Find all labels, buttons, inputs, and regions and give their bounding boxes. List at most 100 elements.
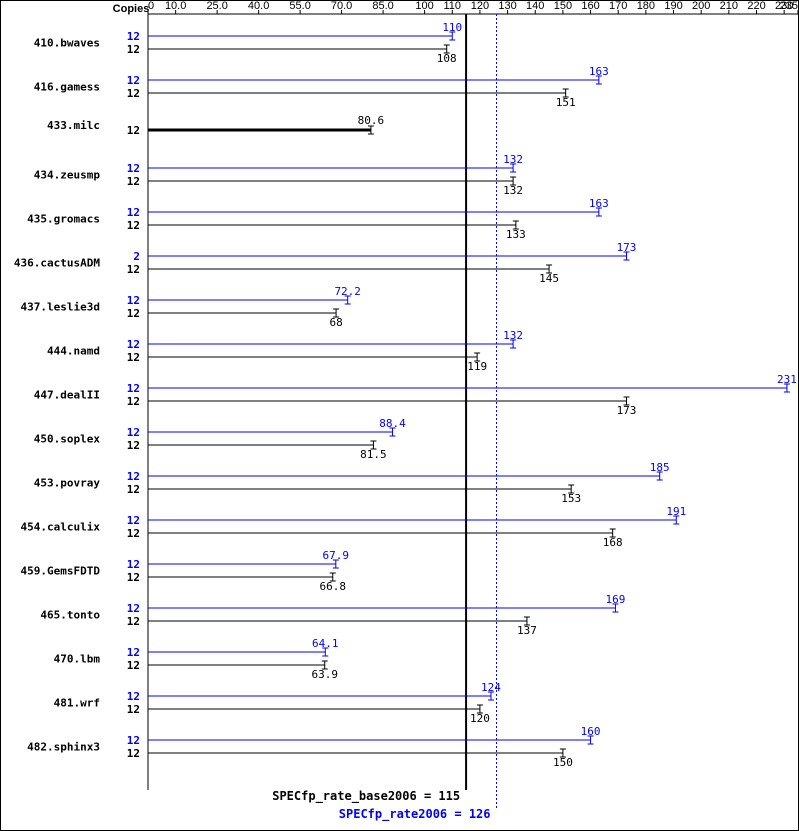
- benchmark-name: 482.sphinx3: [27, 741, 100, 754]
- value-base: 133: [506, 228, 526, 241]
- value-peak: 124: [481, 681, 501, 694]
- benchmark-name: 454.calculix: [21, 521, 101, 534]
- copies-base: 12: [127, 219, 140, 232]
- value-peak: 163: [589, 65, 609, 78]
- axis-tick-label: 210: [720, 0, 738, 12]
- value-peak: 110: [442, 21, 462, 34]
- benchmark-name: 434.zeusmp: [34, 169, 101, 182]
- copies-base: 12: [127, 175, 140, 188]
- copies-base: 12: [127, 87, 140, 100]
- copies-base: 12: [127, 395, 140, 408]
- value-peak: 185: [650, 461, 670, 474]
- copies-peak: 12: [127, 74, 140, 87]
- copies-base: 12: [127, 263, 140, 276]
- specfp-rate-chart: 010.025.040.055.070.085.0100110120130140…: [0, 0, 799, 831]
- copies-peak: 12: [127, 382, 140, 395]
- value-base: 120: [470, 712, 490, 725]
- copies-base: 12: [127, 439, 140, 452]
- copies-peak: 12: [127, 206, 140, 219]
- chart-bg: [0, 0, 799, 831]
- value-base: 168: [603, 536, 623, 549]
- value-base: 145: [539, 272, 559, 285]
- benchmark-name: 435.gromacs: [27, 213, 100, 226]
- value-base: 63.9: [311, 668, 338, 681]
- axis-tick-label: 200: [692, 0, 710, 12]
- value-peak: 64.1: [312, 637, 339, 650]
- copies-peak: 12: [127, 734, 140, 747]
- copies-peak: 12: [127, 602, 140, 615]
- copies-base: 12: [127, 43, 140, 56]
- copies-base: 12: [127, 703, 140, 716]
- value-base: 108: [437, 52, 457, 65]
- value-base: 153: [561, 492, 581, 505]
- copies-peak: 2: [133, 250, 140, 263]
- value-peak: 191: [666, 505, 686, 518]
- copies-base: 12: [127, 307, 140, 320]
- benchmark-name: 410.bwaves: [34, 37, 100, 50]
- axis-tick-label: 85.0: [372, 0, 393, 12]
- benchmark-name: 459.GemsFDTD: [21, 565, 101, 578]
- copies-base: 12: [127, 571, 140, 584]
- copies-peak: 12: [127, 558, 140, 571]
- axis-tick-label: 235: [780, 0, 798, 12]
- value-peak: 160: [581, 725, 601, 738]
- copies-base: 12: [127, 124, 140, 137]
- value-base: 119: [467, 360, 487, 373]
- value-peak: 132: [503, 329, 523, 342]
- axis-tick-label: 130: [498, 0, 516, 12]
- benchmark-name: 437.leslie3d: [21, 301, 100, 314]
- axis-tick-label: 70.0: [331, 0, 352, 12]
- copies-peak: 12: [127, 338, 140, 351]
- axis-tick-label: 170: [609, 0, 627, 12]
- value-base: 66.8: [320, 580, 347, 593]
- axis-tick-label: 190: [664, 0, 682, 12]
- copies-base: 12: [127, 527, 140, 540]
- axis-tick-label: 110: [443, 0, 461, 12]
- value-base: 132: [503, 184, 523, 197]
- copies-peak: 12: [127, 470, 140, 483]
- axis-tick-label: 150: [554, 0, 572, 12]
- axis-tick-label: 160: [581, 0, 599, 12]
- value-peak: 163: [589, 197, 609, 210]
- value-peak: 72.2: [334, 285, 361, 298]
- value-base: 137: [517, 624, 537, 637]
- value-base: 151: [556, 96, 576, 109]
- axis-tick-label: 55.0: [289, 0, 310, 12]
- benchmark-name: 453.povray: [34, 477, 101, 490]
- benchmark-name: 433.milc: [47, 119, 100, 132]
- copies-peak: 12: [127, 514, 140, 527]
- footer-peak-label: SPECfp_rate2006 = 126: [339, 807, 491, 822]
- value-peak: 231: [777, 373, 797, 386]
- value-base: 150: [553, 756, 573, 769]
- copies-peak: 12: [127, 294, 140, 307]
- value-base: 81.5: [360, 448, 387, 461]
- benchmark-name: 444.namd: [47, 345, 100, 358]
- value-peak: 132: [503, 153, 523, 166]
- axis-tick-label: 180: [637, 0, 655, 12]
- axis-tick-label: 140: [526, 0, 544, 12]
- benchmark-name: 416.gamess: [34, 81, 100, 94]
- benchmark-name: 450.soplex: [34, 433, 101, 446]
- benchmark-name: 447.dealII: [34, 389, 100, 402]
- value-peak: 88.4: [379, 417, 406, 430]
- value-single: 80.6: [358, 114, 385, 127]
- axis-tick-label: 220: [747, 0, 765, 12]
- axis-tick-label: 25.0: [206, 0, 227, 12]
- copies-peak: 12: [127, 30, 140, 43]
- copies-base: 12: [127, 351, 140, 364]
- axis-tick-label: 40.0: [248, 0, 269, 12]
- copies-base: 12: [127, 747, 140, 760]
- value-peak: 169: [606, 593, 626, 606]
- value-base: 68: [329, 316, 342, 329]
- copies-peak: 12: [127, 162, 140, 175]
- value-peak: 173: [617, 241, 637, 254]
- copies-peak: 12: [127, 426, 140, 439]
- value-base: 173: [617, 404, 637, 417]
- footer-base-label: SPECfp_rate_base2006 = 115: [272, 789, 460, 804]
- copies-base: 12: [127, 483, 140, 496]
- axis-tick-label: 100: [415, 0, 433, 12]
- copies-header: Copies: [113, 3, 150, 15]
- axis-tick-label: 10.0: [165, 0, 186, 12]
- copies-base: 12: [127, 615, 140, 628]
- benchmark-name: 481.wrf: [54, 697, 100, 710]
